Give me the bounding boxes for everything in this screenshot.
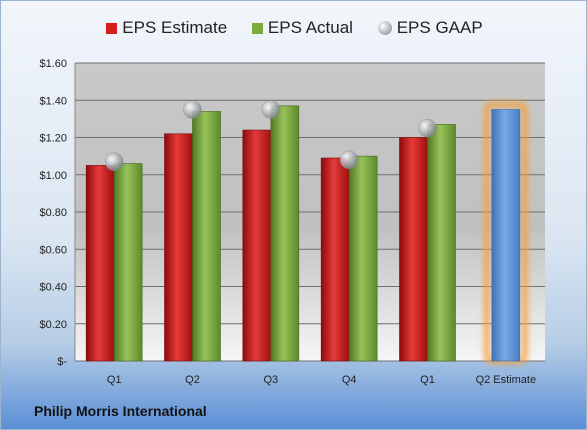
x-tick-label: Q2 bbox=[185, 374, 200, 386]
x-tick-label: Q4 bbox=[342, 374, 357, 386]
legend-item-eps-actual: EPS Actual bbox=[251, 17, 353, 38]
legend-swatch-estimate bbox=[106, 22, 118, 34]
marker-eps-gaap bbox=[261, 100, 281, 119]
y-tick-label: $1.00 bbox=[39, 170, 67, 182]
legend-label-estimate: EPS Estimate bbox=[122, 17, 228, 37]
y-tick-label: $0.40 bbox=[39, 282, 67, 294]
x-tick-label: Q3 bbox=[263, 374, 278, 386]
x-tick-label: Q1 bbox=[107, 374, 122, 386]
legend-swatch-gaap bbox=[377, 20, 392, 35]
bar-eps-actual bbox=[427, 124, 456, 362]
bar-eps-actual bbox=[192, 111, 221, 362]
legend-swatch-actual bbox=[251, 22, 263, 34]
x-tick-label: Q1 bbox=[420, 374, 435, 386]
legend-label-gaap: EPS GAAP bbox=[396, 17, 483, 37]
bar-eps-actual bbox=[348, 155, 378, 362]
bar-eps-estimate bbox=[399, 137, 428, 362]
y-tick-label: $0.20 bbox=[39, 319, 67, 331]
y-tick-label: $0.60 bbox=[39, 244, 67, 256]
y-tick-label: $- bbox=[57, 356, 67, 368]
marker-eps-gaap bbox=[339, 150, 359, 170]
bar-eps-estimate bbox=[164, 133, 193, 362]
y-tick-label: $1.40 bbox=[39, 95, 67, 107]
bar-q2-estimate bbox=[491, 109, 521, 362]
y-tick-label: $1.60 bbox=[39, 58, 67, 70]
bar-eps-estimate bbox=[242, 129, 272, 362]
y-tick-label: $0.80 bbox=[39, 207, 67, 219]
company-name: Philip Morris International bbox=[34, 403, 207, 419]
marker-eps-gaap bbox=[183, 100, 202, 119]
marker-eps-gaap bbox=[104, 152, 124, 171]
marker-eps-gaap bbox=[418, 118, 437, 138]
bar-eps-estimate bbox=[320, 157, 350, 362]
bar-eps-estimate bbox=[85, 165, 115, 362]
y-tick-label: $1.20 bbox=[39, 133, 67, 145]
bar-eps-actual bbox=[270, 105, 300, 362]
legend-item-eps-estimate: EPS Estimate bbox=[106, 18, 227, 38]
legend-item-eps-gaap: EPS GAAP bbox=[377, 17, 483, 38]
chart-legend: EPS Estimate EPS Actual EPS GAAP bbox=[1, 17, 586, 38]
bar-eps-actual bbox=[113, 163, 143, 362]
x-tick-label: Q2 Estimate bbox=[476, 374, 537, 386]
legend-label-actual: EPS Actual bbox=[267, 17, 353, 37]
